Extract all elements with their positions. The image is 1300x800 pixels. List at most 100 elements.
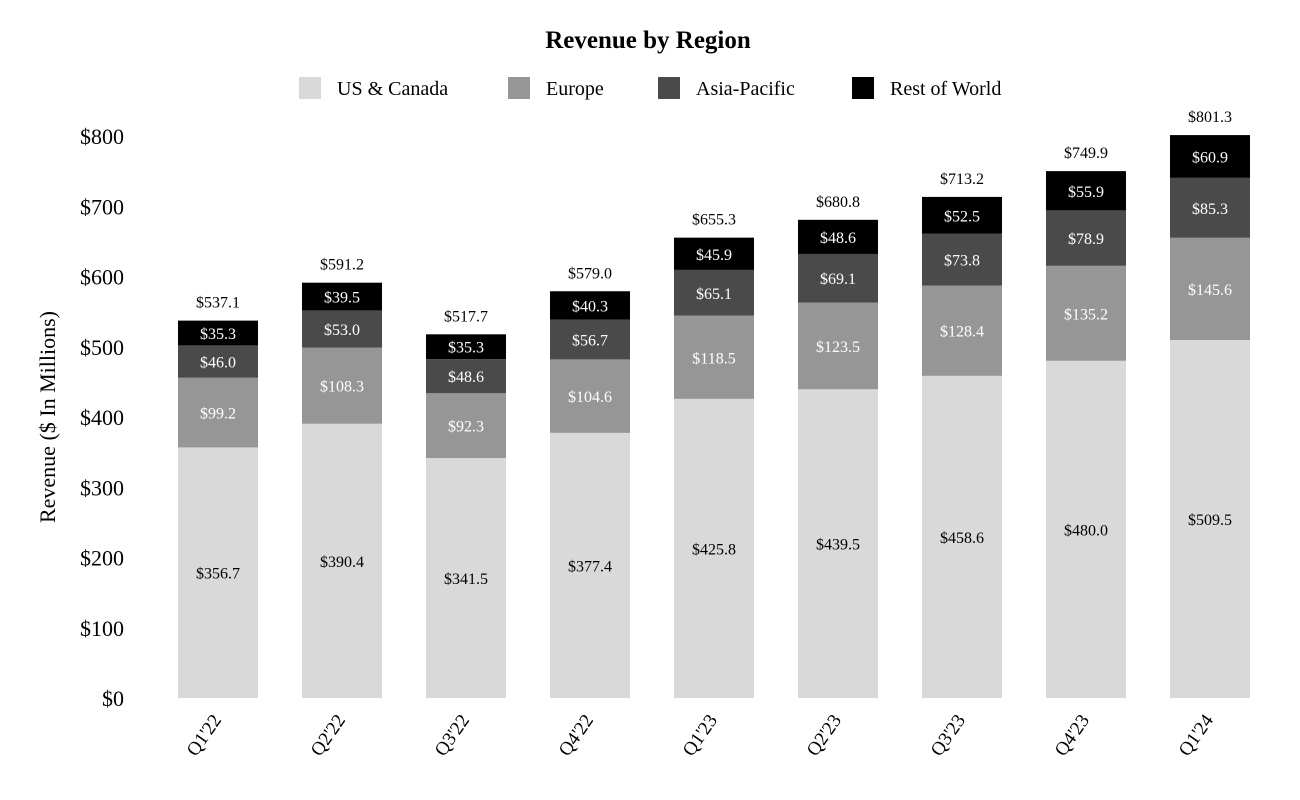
data-label-rest-of-world: $35.3 [200, 326, 236, 343]
bar-segment-asia-pacific [798, 253, 878, 303]
data-label-asia-pacific: $69.1 [820, 271, 856, 288]
bar-stack-q2-23: $439.5 $123.5 $69.1 $48.6 $680.8 [798, 194, 878, 698]
data-label-rest-of-world: $48.6 [820, 230, 856, 247]
legend-label-rest-of-world: Rest of World [890, 78, 1001, 100]
x-tick-label: Q1'24 [1175, 710, 1219, 760]
bar-segment-rest-of-world [1170, 135, 1250, 178]
data-label-asia-pacific: $56.7 [572, 332, 608, 349]
bar-segment-europe [798, 302, 878, 390]
bar-stack-q1-23: $425.8 $118.5 $65.1 $45.9 $655.3 [674, 212, 754, 698]
y-tick-label: $0 [102, 686, 124, 711]
data-label-rest-of-world: $40.3 [572, 298, 608, 315]
y-tick-label: $800 [80, 124, 124, 149]
data-label-europe: $128.4 [940, 324, 984, 341]
data-label-us-canada: $458.6 [940, 530, 984, 547]
bar-segment-asia-pacific [302, 310, 382, 348]
total-label: $591.2 [320, 257, 364, 274]
bar-segment-europe [1046, 265, 1126, 361]
bar-segment-europe [1170, 237, 1250, 341]
legend-label-us-canada: US & Canada [337, 78, 448, 100]
data-label-rest-of-world: $55.9 [1068, 184, 1104, 201]
x-tick-label: Q4'23 [1051, 711, 1094, 760]
data-label-asia-pacific: $85.3 [1192, 201, 1228, 218]
legend-swatch-asia-pacific [658, 77, 680, 99]
bar-stack-q4-23: $480.0 $135.2 $78.9 $55.9 $749.9 [1046, 145, 1126, 698]
bar-stack-q1-24: $509.5 $145.6 $85.3 $60.9 $801.3 [1170, 109, 1250, 698]
bar-segment-rest-of-world [1046, 171, 1126, 211]
bar-segment-us-canada [674, 398, 754, 698]
data-label-europe: $108.3 [320, 379, 364, 396]
bar-segment-rest-of-world [426, 334, 506, 360]
data-label-rest-of-world: $60.9 [1192, 149, 1228, 166]
x-tick-label: Q3'22 [431, 711, 474, 760]
bar-segment-rest-of-world [302, 282, 382, 311]
legend-swatch-rest-of-world [852, 77, 874, 99]
total-label: $655.3 [692, 212, 736, 229]
data-label-europe: $123.5 [816, 339, 860, 356]
bar-stack-q4-22: $377.4 $104.6 $56.7 $40.3 $579.0 [550, 265, 630, 698]
bar-segment-asia-pacific [1170, 177, 1250, 238]
y-axis: $0 $100 $200 $300 $400 $500 $600 $700 $800 [80, 124, 124, 711]
data-label-europe: $118.5 [692, 350, 735, 367]
bar-segment-rest-of-world [922, 196, 1002, 234]
bar-segment-rest-of-world [178, 320, 258, 346]
data-label-rest-of-world: $45.9 [696, 247, 732, 264]
bar-stack-q3-23: $458.6 $128.4 $73.8 $52.5 $713.2 [922, 171, 1002, 698]
x-tick-label: Q2'23 [803, 711, 846, 760]
data-label-europe: $99.2 [200, 406, 236, 423]
bar-segment-rest-of-world [674, 237, 754, 270]
data-label-us-canada: $480.0 [1064, 522, 1108, 539]
y-tick-label: $200 [80, 546, 124, 571]
y-axis-label: Revenue ($ In Millions) [35, 311, 60, 523]
y-tick-label: $500 [80, 335, 124, 360]
bar-segment-asia-pacific [178, 345, 258, 378]
x-tick-label: Q1'22 [183, 711, 226, 760]
legend-swatch-us-canada [299, 77, 321, 99]
bar-segment-us-canada [1046, 360, 1126, 698]
y-tick-label: $700 [80, 194, 124, 219]
data-label-us-canada: $341.5 [444, 571, 488, 588]
total-label: $713.2 [940, 171, 984, 188]
bar-segment-europe [426, 393, 506, 459]
data-label-asia-pacific: $46.0 [200, 355, 236, 372]
legend-label-europe: Europe [546, 78, 604, 100]
y-tick-label: $100 [80, 616, 124, 641]
bar-segment-us-canada [798, 389, 878, 698]
x-axis: Q1'22 Q2'22 Q3'22 Q4'22 Q1'23 Q2'23 Q3'23 Q4'23… [183, 710, 1219, 760]
data-label-asia-pacific: $48.6 [448, 369, 484, 386]
data-label-europe: $135.2 [1064, 306, 1108, 323]
data-label-asia-pacific: $78.9 [1068, 231, 1104, 248]
total-label: $801.3 [1188, 109, 1232, 126]
x-tick-label: Q2'22 [307, 711, 350, 760]
bar-segment-rest-of-world [550, 291, 630, 320]
data-label-europe: $104.6 [568, 389, 612, 406]
bar-segment-europe [674, 315, 754, 399]
x-tick-label: Q1'23 [679, 711, 722, 760]
bar-segment-us-canada [550, 432, 630, 698]
y-tick-label: $600 [80, 265, 124, 290]
bar-segment-asia-pacific [550, 319, 630, 360]
total-label: $680.8 [816, 194, 860, 211]
data-label-rest-of-world: $52.5 [944, 208, 980, 225]
bar-stack-q2-22: $390.4 $108.3 $53.0 $39.5 $591.2 [302, 257, 382, 698]
data-label-us-canada: $439.5 [816, 537, 860, 554]
data-label-asia-pacific: $65.1 [696, 286, 732, 303]
bar-segment-asia-pacific [426, 359, 506, 394]
bar-segment-asia-pacific [1046, 210, 1126, 266]
y-tick-label: $300 [80, 475, 124, 500]
total-label: $537.1 [196, 295, 240, 312]
data-label-europe: $145.6 [1188, 282, 1232, 299]
x-tick-label: Q3'23 [927, 711, 970, 760]
data-label-us-canada: $425.8 [692, 541, 736, 558]
legend-label-asia-pacific: Asia-Pacific [696, 78, 795, 100]
bar-segment-europe [302, 347, 382, 424]
data-label-us-canada: $390.4 [320, 554, 364, 571]
bar-segment-europe [178, 377, 258, 448]
bar-segment-europe [922, 285, 1002, 376]
data-label-us-canada: $509.5 [1188, 512, 1232, 529]
total-label: $517.7 [444, 308, 488, 325]
data-label-rest-of-world: $39.5 [324, 290, 360, 307]
bar-segment-rest-of-world [798, 219, 878, 254]
bar-segment-us-canada [426, 458, 506, 698]
